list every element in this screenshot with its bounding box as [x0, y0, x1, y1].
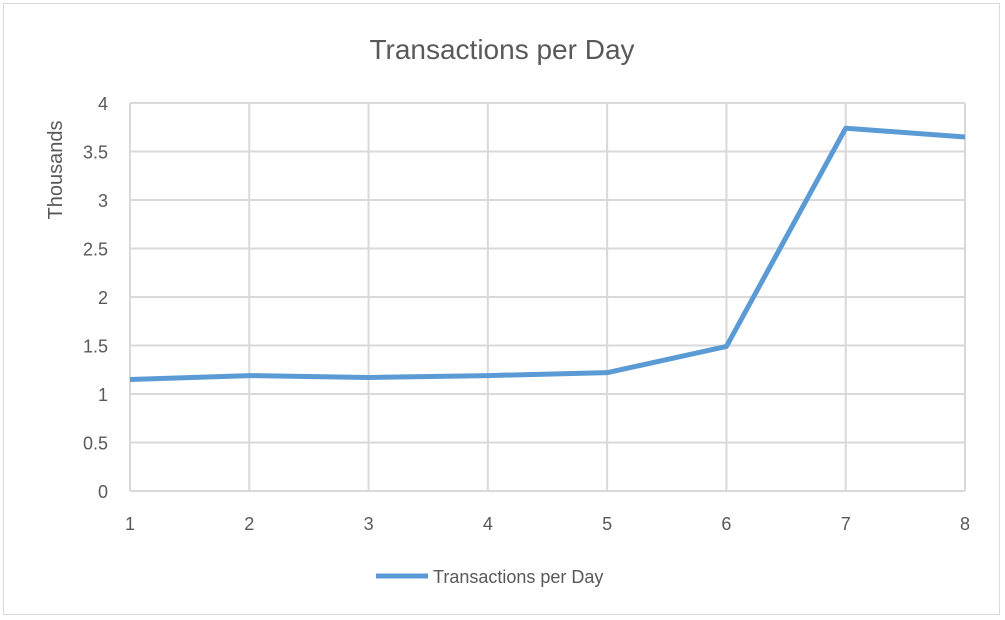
y-tick-label: 3.5 [83, 143, 108, 163]
y-axis-label: Thousands [45, 121, 67, 220]
x-tick-label: 3 [364, 514, 374, 534]
y-tick-label: 3 [98, 191, 108, 211]
y-tick-label: 1.5 [83, 337, 108, 357]
x-tick-label: 5 [602, 514, 612, 534]
x-tick-label: 6 [721, 514, 731, 534]
series-line [129, 125, 966, 382]
x-tick-label: 7 [841, 514, 851, 534]
x-tick-label: 4 [483, 514, 493, 534]
y-tick-label: 0 [98, 482, 108, 502]
y-tick-label: 0.5 [83, 434, 108, 454]
y-tick-label: 2 [98, 288, 108, 308]
chart-area [3, 3, 1000, 615]
chart-title: Transactions per Day [369, 34, 634, 65]
y-tick-label: 1 [98, 385, 108, 405]
y-tick-label: 2.5 [83, 240, 108, 260]
x-tick-label: 8 [960, 514, 970, 534]
legend-label: Transactions per Day [433, 567, 603, 587]
x-tick-label: 1 [125, 514, 135, 534]
y-tick-label: 4 [98, 94, 108, 114]
legend: Transactions per Day [376, 567, 603, 587]
x-tick-label: 2 [244, 514, 254, 534]
